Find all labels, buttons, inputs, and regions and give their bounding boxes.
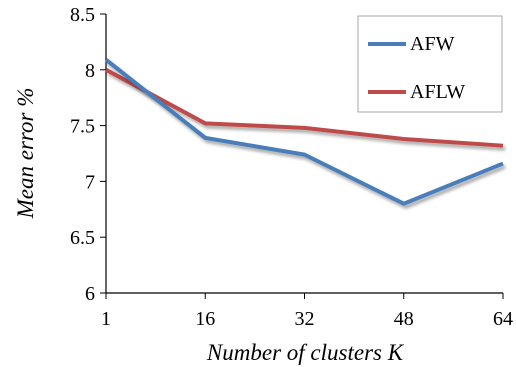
y-tick-label: 6.5 xyxy=(70,227,95,249)
y-tick-label: 7 xyxy=(85,171,95,193)
x-tick-label: 1 xyxy=(101,308,111,330)
legend-label-afw: AFW xyxy=(410,33,455,55)
y-axis-ticks: 6 6.5 7 7.5 8 8.5 xyxy=(70,4,106,305)
series-lines xyxy=(104,58,504,206)
x-axis-title: Number of clusters K xyxy=(206,340,405,365)
x-tick-label: 48 xyxy=(394,308,414,330)
y-tick-label: 8 xyxy=(85,60,95,82)
y-tick-label: 8.5 xyxy=(70,4,95,26)
y-tick-label: 7.5 xyxy=(70,116,95,138)
x-tick-label: 64 xyxy=(493,308,513,330)
x-tick-label: 16 xyxy=(195,308,215,330)
x-tick-label: 32 xyxy=(295,308,315,330)
legend-label-aflw: AFLW xyxy=(410,81,465,103)
y-axis-title: Mean error % xyxy=(13,88,38,220)
legend: AFW AFLW xyxy=(357,15,503,113)
y-tick-label: 6 xyxy=(85,283,95,305)
legend-box xyxy=(357,15,503,113)
x-axis-ticks: 1 16 32 48 64 xyxy=(101,293,513,330)
